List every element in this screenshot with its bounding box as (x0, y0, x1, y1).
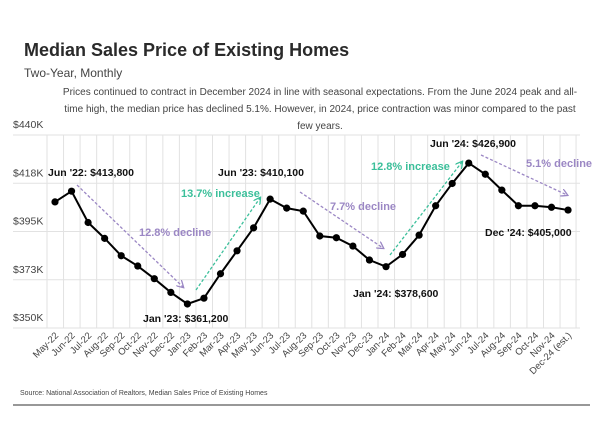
data-point (448, 179, 456, 188)
data-point (415, 231, 423, 239)
data-point (531, 202, 539, 210)
data-point (465, 159, 473, 167)
description-line-1: Prices continued to contract in December… (63, 87, 577, 98)
y-tick-label: $350K (13, 312, 43, 324)
trend-arrow (480, 154, 567, 195)
y-tick-label: $395K (13, 216, 43, 228)
callout-label: Jan '24: $378,600 (353, 288, 439, 300)
trend-label: 5.1% decline (526, 158, 592, 170)
y-axis: $350K $373K $395K $418K $440K (13, 119, 43, 324)
data-point (117, 252, 125, 260)
data-point (498, 186, 506, 194)
callout-label: Jan '23: $361,200 (143, 313, 229, 325)
data-point (398, 250, 407, 259)
chart-title: Median Sales Price of Existing Homes (24, 40, 349, 60)
source-note: Source: National Association of Realtors… (20, 390, 268, 397)
trend-label: 12.8% increase (371, 161, 450, 173)
chart-subtitle: Two-Year, Monthly (24, 66, 122, 80)
description-line-2: time high, the median price has declined… (64, 104, 576, 115)
callout-label: Jun '22: $413,800 (48, 167, 134, 179)
data-point (51, 198, 59, 206)
data-point (299, 207, 307, 215)
data-point (200, 294, 208, 302)
data-point (266, 195, 274, 203)
x-axis: May-22Jun-22Jul-22Aug-22Sep-22Oct-22Nov-… (31, 330, 574, 377)
data-point (134, 262, 142, 270)
trend-arrow (195, 198, 260, 291)
data-point (101, 234, 109, 242)
trend-label: 13.7% increase (181, 188, 260, 200)
data-point (216, 270, 225, 278)
data-point (481, 170, 489, 178)
data-point (167, 288, 175, 297)
trend-arrow (299, 191, 383, 248)
data-point (564, 206, 572, 214)
trend-arrows: 12.8% decline 13.7% increase 7.7% decline 1… (76, 154, 592, 291)
callouts: Jun '22: $413,800 Jan '23: $361,200 Jun '2… (48, 138, 572, 325)
y-tick-label: $418K (13, 167, 43, 179)
data-point (547, 203, 556, 211)
data-point (349, 242, 357, 250)
data-point (316, 232, 324, 240)
data-point (250, 224, 258, 232)
data-point (233, 247, 241, 255)
data-points (51, 159, 572, 308)
data-point (432, 202, 440, 210)
trend-label: 7.7% decline (330, 201, 396, 213)
trend-arrow (76, 184, 183, 287)
trend-label: 12.8% decline (139, 227, 211, 239)
y-tick-label: $373K (13, 264, 43, 276)
callout-label: Jun '23: $410,100 (218, 167, 304, 179)
data-point (382, 263, 390, 271)
callout-label: Jun '24: $426,900 (430, 138, 516, 150)
data-point (150, 275, 158, 283)
data-point (67, 187, 76, 195)
grid (13, 134, 580, 329)
data-point (332, 234, 340, 242)
data-point (84, 218, 92, 227)
data-point (514, 202, 523, 210)
y-tick-label: $440K (13, 119, 43, 131)
data-point (183, 300, 191, 308)
callout-label: Dec '24: $405,000 (485, 227, 572, 239)
data-point (365, 256, 374, 264)
trend-arrow (389, 162, 462, 256)
description-line-3: few years. (297, 121, 343, 132)
data-point (283, 204, 291, 212)
